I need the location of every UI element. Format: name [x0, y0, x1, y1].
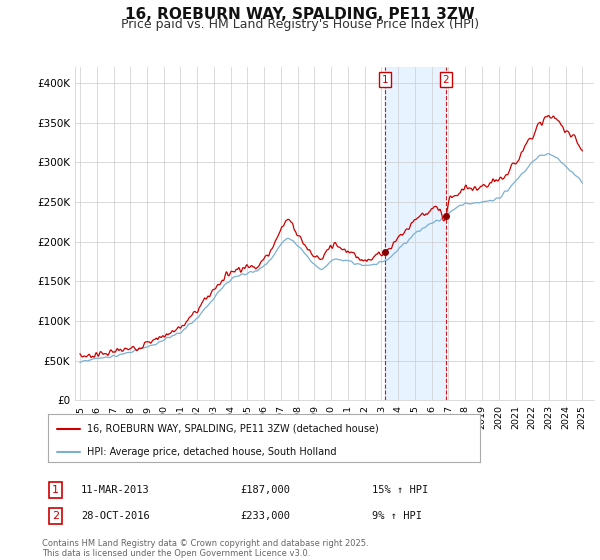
Text: HPI: Average price, detached house, South Holland: HPI: Average price, detached house, Sout…	[87, 446, 337, 456]
Text: 1: 1	[52, 485, 59, 495]
Text: 28-OCT-2016: 28-OCT-2016	[81, 511, 150, 521]
Text: Contains HM Land Registry data © Crown copyright and database right 2025.
This d: Contains HM Land Registry data © Crown c…	[42, 539, 368, 558]
Text: 9% ↑ HPI: 9% ↑ HPI	[372, 511, 422, 521]
Text: 2: 2	[52, 511, 59, 521]
Text: 1: 1	[382, 75, 388, 85]
Text: 15% ↑ HPI: 15% ↑ HPI	[372, 485, 428, 495]
Text: 16, ROEBURN WAY, SPALDING, PE11 3ZW: 16, ROEBURN WAY, SPALDING, PE11 3ZW	[125, 7, 475, 22]
Text: 11-MAR-2013: 11-MAR-2013	[81, 485, 150, 495]
Text: 2: 2	[443, 75, 449, 85]
Text: £187,000: £187,000	[240, 485, 290, 495]
Text: £233,000: £233,000	[240, 511, 290, 521]
Bar	[385, 67, 446, 400]
Text: 16, ROEBURN WAY, SPALDING, PE11 3ZW (detached house): 16, ROEBURN WAY, SPALDING, PE11 3ZW (det…	[87, 424, 379, 433]
Text: Price paid vs. HM Land Registry's House Price Index (HPI): Price paid vs. HM Land Registry's House …	[121, 18, 479, 31]
